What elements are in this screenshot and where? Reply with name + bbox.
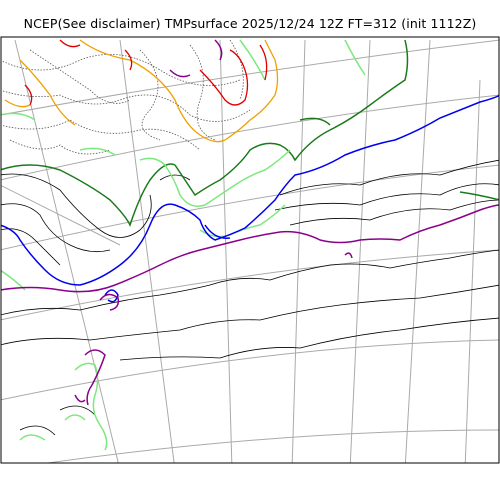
meridian-line bbox=[464, 79, 481, 463]
blue-contours bbox=[1, 94, 499, 303]
parallel-line bbox=[1, 164, 499, 251]
meridian-line bbox=[1, 184, 121, 246]
meridian-line bbox=[14, 39, 119, 463]
parallel-line bbox=[43, 429, 499, 463]
meridian-line bbox=[349, 39, 371, 463]
orange-contours bbox=[4, 39, 279, 143]
dotted-contours bbox=[1, 39, 251, 155]
map-frame bbox=[0, 36, 500, 464]
black-contours bbox=[1, 159, 499, 436]
graticule bbox=[1, 39, 499, 463]
parallel-line bbox=[1, 94, 499, 181]
meridian-line bbox=[219, 39, 233, 463]
purple-contours bbox=[1, 39, 499, 406]
meridian-line bbox=[404, 39, 431, 463]
green-light-contours bbox=[1, 39, 366, 451]
parallel-line bbox=[1, 39, 499, 116]
parallel-line bbox=[1, 249, 499, 321]
red-contours bbox=[24, 39, 268, 106]
parallel-line bbox=[1, 339, 499, 401]
map-title: NCEP(See disclaimer) TMPsurface 2025/12/… bbox=[23, 16, 477, 31]
meridian-line bbox=[119, 39, 175, 463]
meridian-line bbox=[291, 39, 306, 463]
